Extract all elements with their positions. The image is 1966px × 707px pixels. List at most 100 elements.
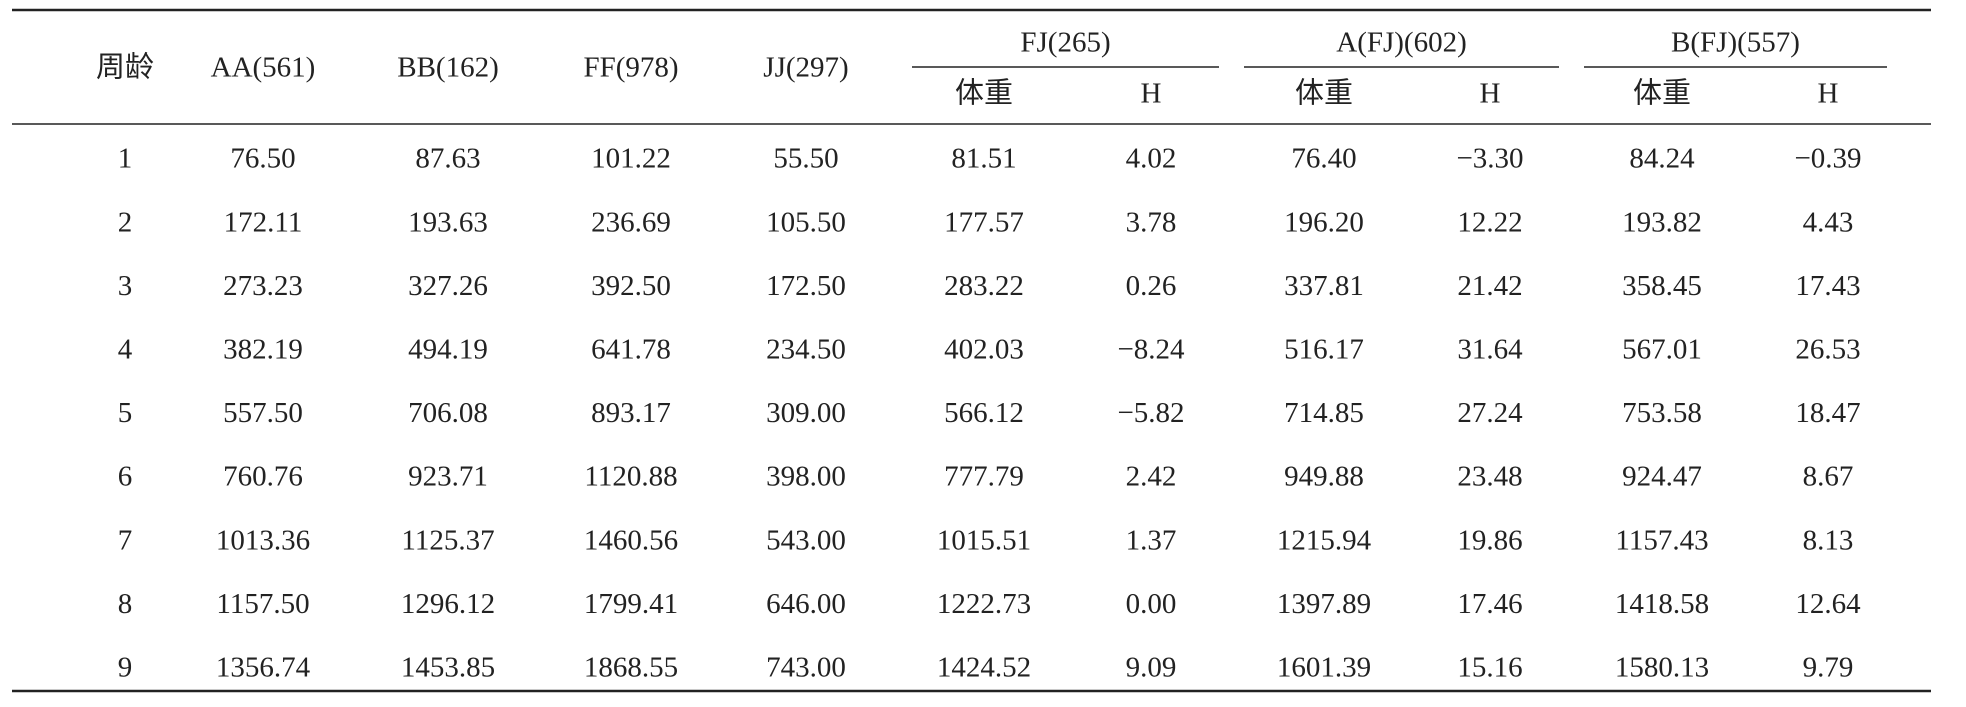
cell: 84.24 [1629, 143, 1695, 175]
cell: 177.57 [944, 206, 1024, 238]
cell: 1460.56 [584, 524, 678, 556]
sub-header: 体重 [1633, 77, 1691, 110]
cell: −3.30 [1456, 143, 1523, 175]
cell: 1424.52 [937, 651, 1031, 683]
cell: 76.50 [230, 143, 295, 175]
cell: 923.71 [408, 461, 488, 493]
cell: 398.00 [766, 461, 846, 493]
cell: 641.78 [591, 333, 671, 365]
cell: 382.19 [223, 333, 303, 365]
cell: 236.69 [591, 206, 671, 238]
cell: 1418.58 [1615, 588, 1709, 620]
cell: 327.26 [408, 270, 488, 302]
cell: 9 [118, 651, 133, 683]
cell: 87.63 [415, 143, 480, 175]
cell: 743.00 [766, 651, 846, 683]
cell: 15.16 [1457, 651, 1522, 683]
column-header: JJ(297) [763, 52, 848, 84]
cell: 26.53 [1795, 333, 1860, 365]
cell: 3.78 [1126, 206, 1177, 238]
cell: 23.48 [1457, 461, 1522, 493]
cell: 21.42 [1457, 270, 1522, 302]
sub-header: 体重 [1295, 77, 1353, 110]
cell: 1799.41 [584, 588, 678, 620]
cell: 358.45 [1622, 270, 1702, 302]
cell: 105.50 [766, 206, 846, 238]
cell: 1125.37 [401, 524, 494, 556]
cell: 12.64 [1795, 588, 1861, 620]
cell: 543.00 [766, 524, 846, 556]
cell: 18.47 [1795, 397, 1860, 429]
cell: 557.50 [223, 397, 303, 429]
cell: 0.26 [1126, 270, 1177, 302]
sub-header: H [1141, 78, 1162, 110]
cell: 392.50 [591, 270, 671, 302]
cell: 337.81 [1284, 270, 1364, 302]
cell: −0.39 [1794, 143, 1861, 175]
cell: 273.23 [223, 270, 303, 302]
cell: 7 [118, 524, 133, 556]
cell: 27.24 [1457, 397, 1523, 429]
cell: 5 [118, 397, 133, 429]
cell: 309.00 [766, 397, 846, 429]
cell: 1215.94 [1277, 524, 1372, 556]
sub-header: H [1480, 78, 1501, 110]
cell: 1397.89 [1277, 588, 1371, 620]
cell: 172.11 [224, 206, 303, 238]
cell: 196.20 [1284, 206, 1364, 238]
cell: 17.43 [1795, 270, 1860, 302]
cell: 1.37 [1126, 524, 1177, 556]
cell: 9.79 [1803, 651, 1854, 683]
column-header: FF(978) [583, 52, 678, 84]
cell: 1157.43 [1615, 524, 1708, 556]
cell: 1580.13 [1615, 651, 1709, 683]
cell: 1013.36 [216, 524, 310, 556]
cell: 81.51 [951, 143, 1016, 175]
cell: 2.42 [1126, 461, 1177, 493]
cell: 3 [118, 270, 133, 302]
cell: 55.50 [773, 143, 838, 175]
cell: 1356.74 [216, 651, 311, 683]
cell: 4.02 [1126, 143, 1177, 175]
cell: 1601.39 [1277, 651, 1371, 683]
cell: 193.63 [408, 206, 488, 238]
cell: 924.47 [1622, 461, 1702, 493]
cell: 19.86 [1457, 524, 1522, 556]
cell: 1157.50 [216, 588, 309, 620]
cell: 893.17 [591, 397, 671, 429]
group-header: FJ(265) [1020, 27, 1110, 59]
cell: 17.46 [1457, 588, 1522, 620]
cell: 8 [118, 588, 133, 620]
cell: −5.82 [1117, 397, 1184, 429]
cell: 567.01 [1622, 333, 1702, 365]
cell: 4.43 [1803, 206, 1854, 238]
cell: 706.08 [408, 397, 488, 429]
group-header: A(FJ)(602) [1336, 27, 1467, 59]
cell: 172.50 [766, 270, 846, 302]
cell: 8.13 [1803, 524, 1854, 556]
cell: 31.64 [1457, 333, 1523, 365]
cell: 0.00 [1126, 588, 1177, 620]
cell: 76.40 [1291, 143, 1356, 175]
cell: 9.09 [1126, 651, 1177, 683]
column-header: BB(162) [397, 52, 499, 84]
column-header: AA(561) [211, 52, 316, 84]
cell: 101.22 [591, 143, 671, 175]
cell: 8.67 [1803, 461, 1854, 493]
cell: 646.00 [766, 588, 846, 620]
cell: −8.24 [1117, 333, 1185, 365]
cell: 1868.55 [584, 651, 678, 683]
cell: 193.82 [1622, 206, 1702, 238]
cell: 402.03 [944, 333, 1024, 365]
group-header: B(FJ)(557) [1671, 27, 1800, 59]
cell: 760.76 [223, 461, 303, 493]
cell: 234.50 [766, 333, 846, 365]
cell: 949.88 [1284, 461, 1364, 493]
cell: 1222.73 [937, 588, 1031, 620]
cell: 1015.51 [937, 524, 1031, 556]
sub-header: H [1818, 78, 1839, 110]
cell: 753.58 [1622, 397, 1702, 429]
cell: 777.79 [944, 461, 1024, 493]
cell: 4 [118, 333, 133, 365]
